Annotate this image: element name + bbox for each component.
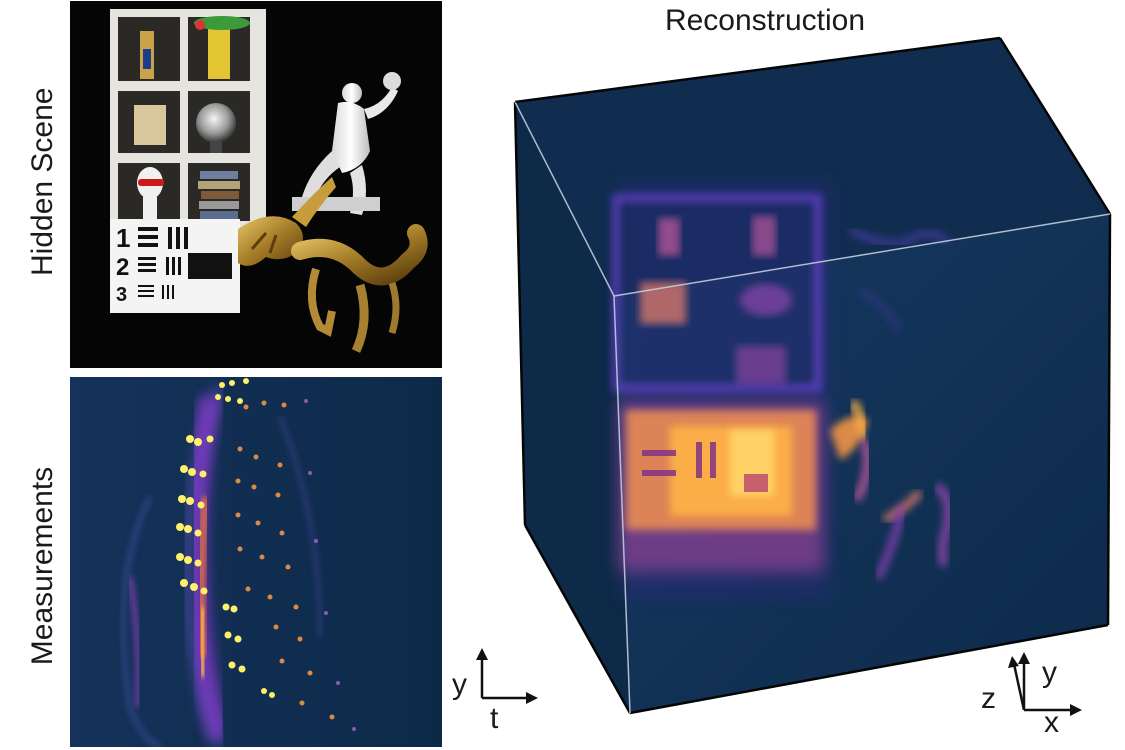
yt-axes-icon — [476, 648, 538, 704]
y-axis-label-right: y — [1042, 656, 1057, 689]
x-axis-label: x — [1044, 706, 1059, 739]
y-axis-label-left: y — [452, 668, 467, 701]
reconstruction-volume — [513, 36, 1112, 715]
cube-left-face — [515, 102, 630, 713]
hidden-scene-photo: 1 2 3 — [70, 1, 442, 368]
resolution-chart: 1 2 3 — [110, 219, 240, 313]
measurements-label: Measurements — [26, 466, 59, 666]
reconstructed-dragon — [830, 226, 953, 580]
reconstructed-chart — [618, 402, 824, 572]
measurements-image — [70, 377, 442, 747]
t-axis-label: t — [490, 702, 499, 735]
bookshelf — [110, 9, 266, 234]
cube-edges — [513, 36, 1112, 715]
reconstruction-title: Reconstruction — [664, 4, 866, 37]
z-axis-label: z — [981, 682, 996, 715]
chart-number-2: 2 — [116, 254, 129, 281]
chart-number-1: 1 — [116, 223, 130, 253]
chart-number-3: 3 — [116, 284, 127, 306]
dragon — [238, 177, 428, 353]
hidden-scene-label: Hidden Scene — [26, 87, 59, 276]
xyz-axes-icon — [1008, 652, 1082, 716]
